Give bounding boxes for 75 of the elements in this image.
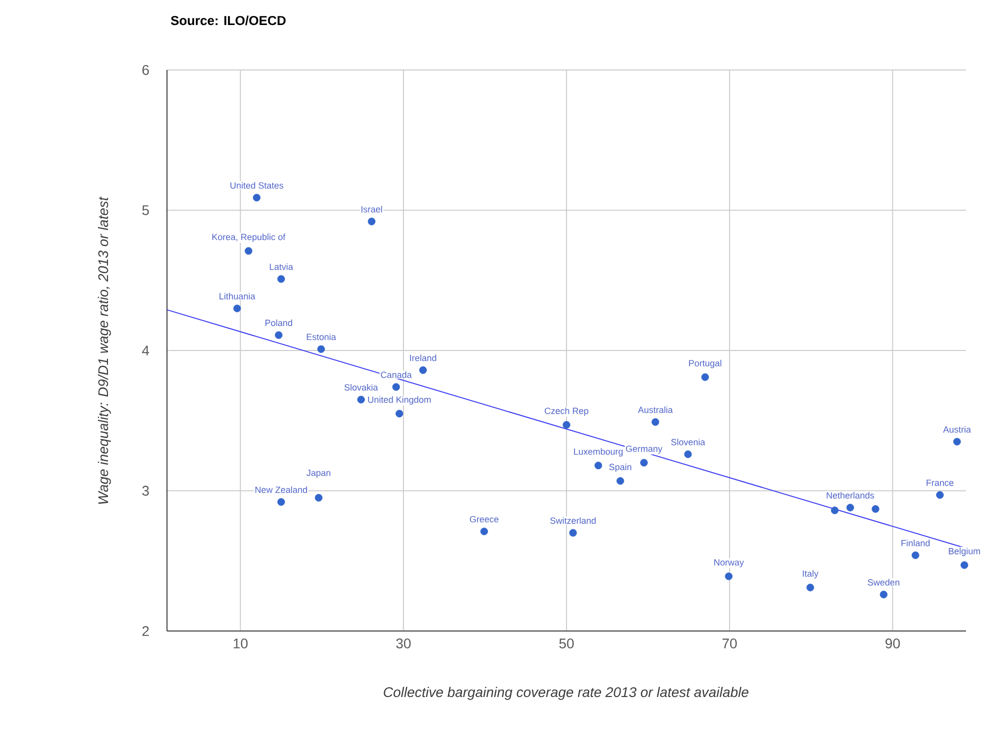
annotation: Finland (901, 540, 930, 546)
point (652, 418, 660, 426)
annotation: United Kingdom (368, 396, 431, 405)
x-tick-label: 90 (886, 638, 900, 648)
point (357, 396, 365, 404)
annotation: Israel (362, 206, 382, 212)
x-tick-label: 30 (396, 638, 411, 648)
point (724, 572, 733, 580)
annotation: Austria (943, 426, 971, 433)
point (317, 345, 325, 353)
y-tick-label: 3 (142, 486, 149, 496)
point (880, 590, 888, 598)
point (684, 450, 692, 458)
point (569, 529, 577, 537)
y-tick-label: 6 (142, 65, 149, 75)
annotation: Norway (714, 559, 744, 568)
point (244, 247, 252, 255)
x-tick-label: 70 (722, 638, 737, 648)
annotation: New Zealand (255, 486, 307, 493)
point (953, 438, 961, 446)
annotation: Canada (380, 371, 412, 378)
annotation: Germany (626, 446, 662, 454)
point (960, 561, 968, 569)
annotation: Sweden (868, 578, 900, 586)
point (368, 218, 376, 226)
annotation: Poland (265, 319, 292, 326)
annotation: Switzerland (550, 517, 596, 524)
chart-title: Source: ILO/OECD (170, 16, 286, 26)
annotation: United States (230, 182, 284, 189)
point (314, 494, 322, 502)
y-tick-label: 2 (142, 626, 149, 636)
point (616, 477, 624, 485)
point (277, 275, 285, 283)
point (274, 331, 282, 339)
annotation: Greece (470, 516, 498, 522)
annotation: Korea, Republic of (212, 234, 286, 242)
point (701, 373, 709, 381)
annotation: Luxembourg (574, 448, 623, 456)
annotation: Lithuania (220, 292, 256, 300)
annotation: Belgium (948, 548, 980, 556)
point (872, 505, 880, 513)
point (252, 194, 260, 202)
annotation: Spain (609, 464, 632, 472)
x-tick-label: 50 (559, 638, 574, 648)
y-axis-title: Wage inequality: D9/D1 wage ratio, 2013 or latest (98, 196, 111, 504)
annotation: Australia (638, 406, 673, 414)
point (233, 304, 241, 312)
annotation: Slovenia (671, 438, 706, 446)
point (562, 421, 570, 429)
annotation: Latvia (270, 263, 294, 270)
point (846, 504, 854, 512)
point (912, 551, 920, 560)
annotation: Ireland (410, 354, 436, 362)
point (419, 366, 427, 374)
annotation: Czech Rep (544, 407, 588, 416)
annotation: Japan (306, 470, 330, 478)
annotation: Netherlands (826, 492, 874, 499)
point (830, 506, 839, 514)
y-tick-label: 4 (142, 346, 150, 356)
point (392, 383, 400, 391)
point (936, 491, 944, 499)
point (594, 462, 602, 470)
x-tick-label: 10 (234, 638, 248, 648)
point (277, 498, 285, 506)
annotation: Portugal (689, 360, 722, 368)
point (396, 410, 404, 418)
annotation: Estonia (306, 334, 336, 340)
annotation: France (926, 480, 954, 486)
annotation: Slovakia (344, 384, 378, 391)
annotation: Italy (802, 570, 818, 579)
y-tick-label: 5 (142, 205, 149, 216)
x-axis-title: Collective bargaining coverage rate 2013 or latest available (384, 686, 748, 700)
point (640, 458, 648, 466)
point (806, 584, 814, 592)
point (480, 528, 488, 536)
